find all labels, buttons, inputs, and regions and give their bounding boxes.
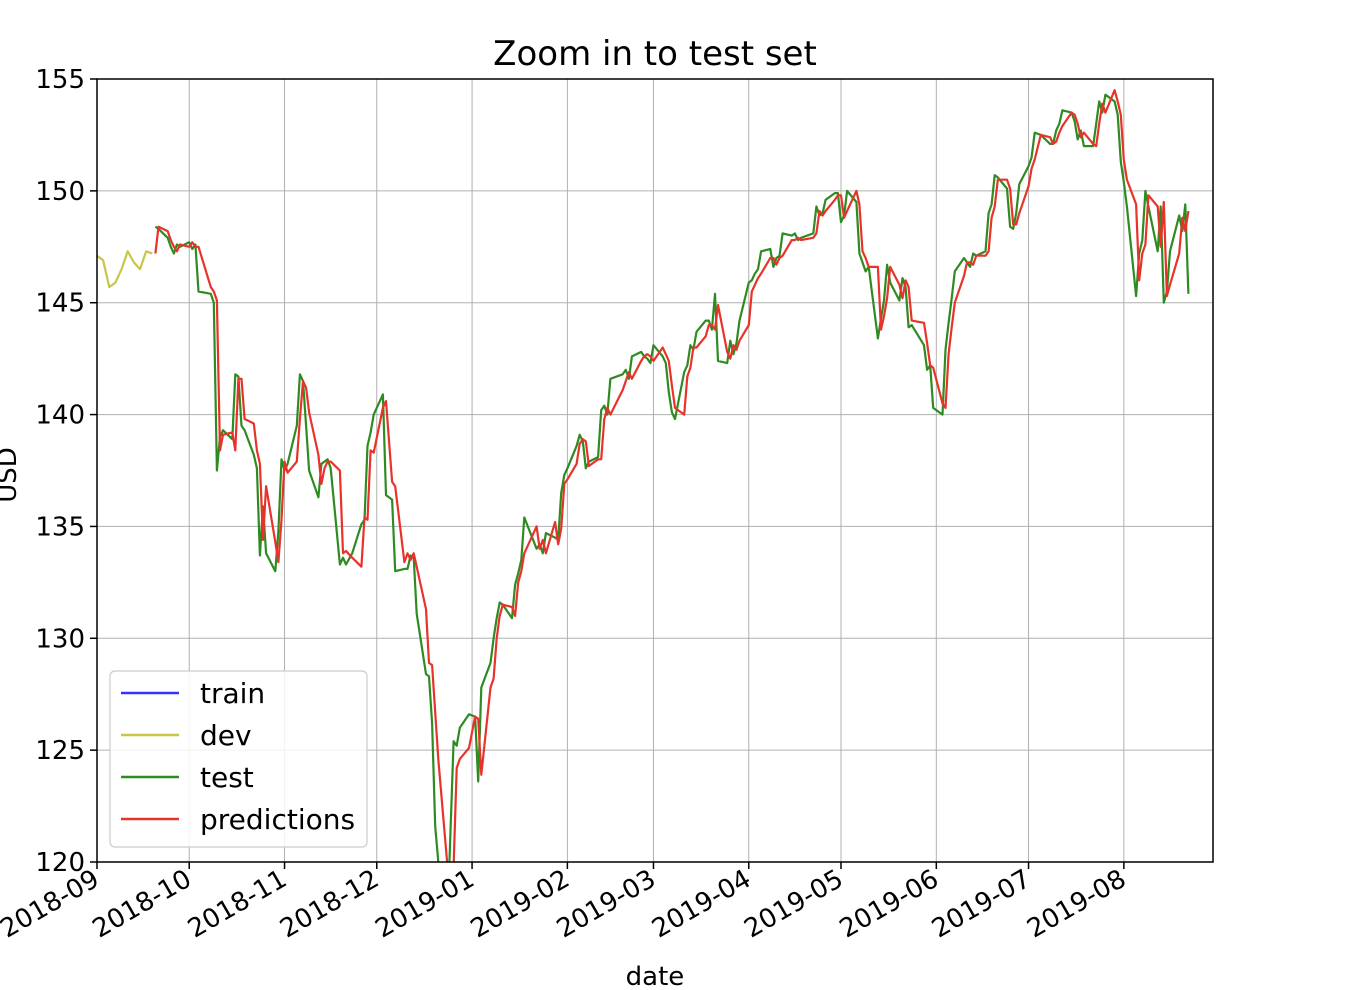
y-tick-label: 150	[35, 177, 85, 207]
series-line-test	[154, 93, 1190, 862]
series-line-predictions	[154, 89, 1190, 862]
y-axis: 120 125 130 135 140 145 150 155	[35, 65, 97, 878]
legend: train dev test predictions	[109, 670, 368, 848]
legend-label-dev: dev	[200, 719, 252, 752]
x-axis: 2018-092018-102018-112018-122019-012019-…	[0, 862, 1131, 944]
legend-label-predictions: predictions	[200, 803, 355, 836]
x-tick-label: 2019-06	[835, 864, 944, 944]
legend-label-train: train	[200, 677, 265, 710]
legend-frame	[109, 670, 368, 848]
x-tick-label: 2018-10	[88, 864, 197, 944]
x-tick-label: 2018-11	[183, 864, 292, 944]
x-tick-label: 2019-04	[647, 864, 756, 944]
y-tick-label: 130	[35, 624, 85, 654]
x-tick-label: 2019-07	[927, 864, 1036, 944]
y-tick-label: 140	[35, 401, 85, 431]
x-tick-label: 2019-05	[739, 864, 848, 944]
legend-label-test: test	[200, 761, 254, 794]
y-tick-label: 155	[35, 65, 85, 95]
x-tick-label: 2018-12	[275, 864, 384, 944]
x-tick-label: 2019-01	[370, 864, 479, 944]
x-tick-label: 2019-02	[466, 864, 575, 944]
y-axis-label: USD	[0, 447, 23, 503]
y-tick-label: 145	[35, 289, 85, 319]
chart-title: Zoom in to test set	[493, 34, 817, 74]
series-lines	[97, 89, 1190, 862]
plot-frame	[96, 78, 1214, 863]
series-line-dev	[97, 250, 153, 289]
y-tick-label: 125	[35, 736, 85, 766]
y-tick-label: 120	[35, 848, 85, 878]
x-tick-label: 2019-03	[552, 864, 661, 944]
x-axis-label: date	[626, 962, 685, 990]
y-tick-label: 135	[35, 512, 85, 542]
x-tick-label: 2019-08	[1022, 864, 1131, 944]
